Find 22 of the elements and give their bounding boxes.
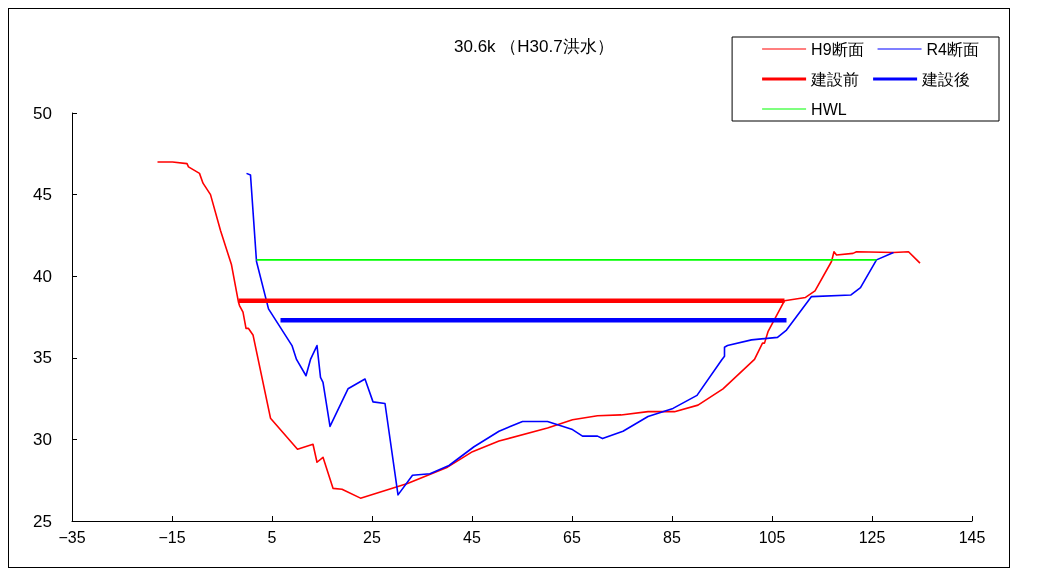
legend-label: H9断面: [811, 40, 864, 58]
x-tick-label: −35: [58, 528, 86, 546]
y-tick-label: 25: [33, 511, 52, 531]
y-tick-label: 40: [33, 266, 52, 286]
x-tick-label: 5: [267, 528, 277, 546]
legend-label: 建設後: [921, 70, 971, 88]
x-tick-label: 45: [463, 528, 481, 546]
legend-label: HWL: [811, 100, 847, 118]
legend-label: R4断面: [926, 40, 979, 58]
y-tick-label: 35: [33, 348, 52, 368]
x-tick-label: 25: [363, 528, 381, 546]
y-tick-label: 30: [33, 429, 52, 449]
chart-title: 30.6k （H30.7洪水）: [454, 37, 614, 56]
x-tick-label: 145: [958, 528, 986, 546]
x-tick-label: 85: [663, 528, 681, 546]
x-tick-label: 125: [858, 528, 886, 546]
x-tick-label: −15: [158, 528, 186, 546]
y-tick-label: 50: [33, 103, 52, 123]
x-tick-label: 105: [758, 528, 786, 546]
y-tick-label: 45: [33, 185, 52, 205]
legend-label: 建設前: [810, 70, 860, 88]
x-tick-label: 65: [563, 528, 581, 546]
